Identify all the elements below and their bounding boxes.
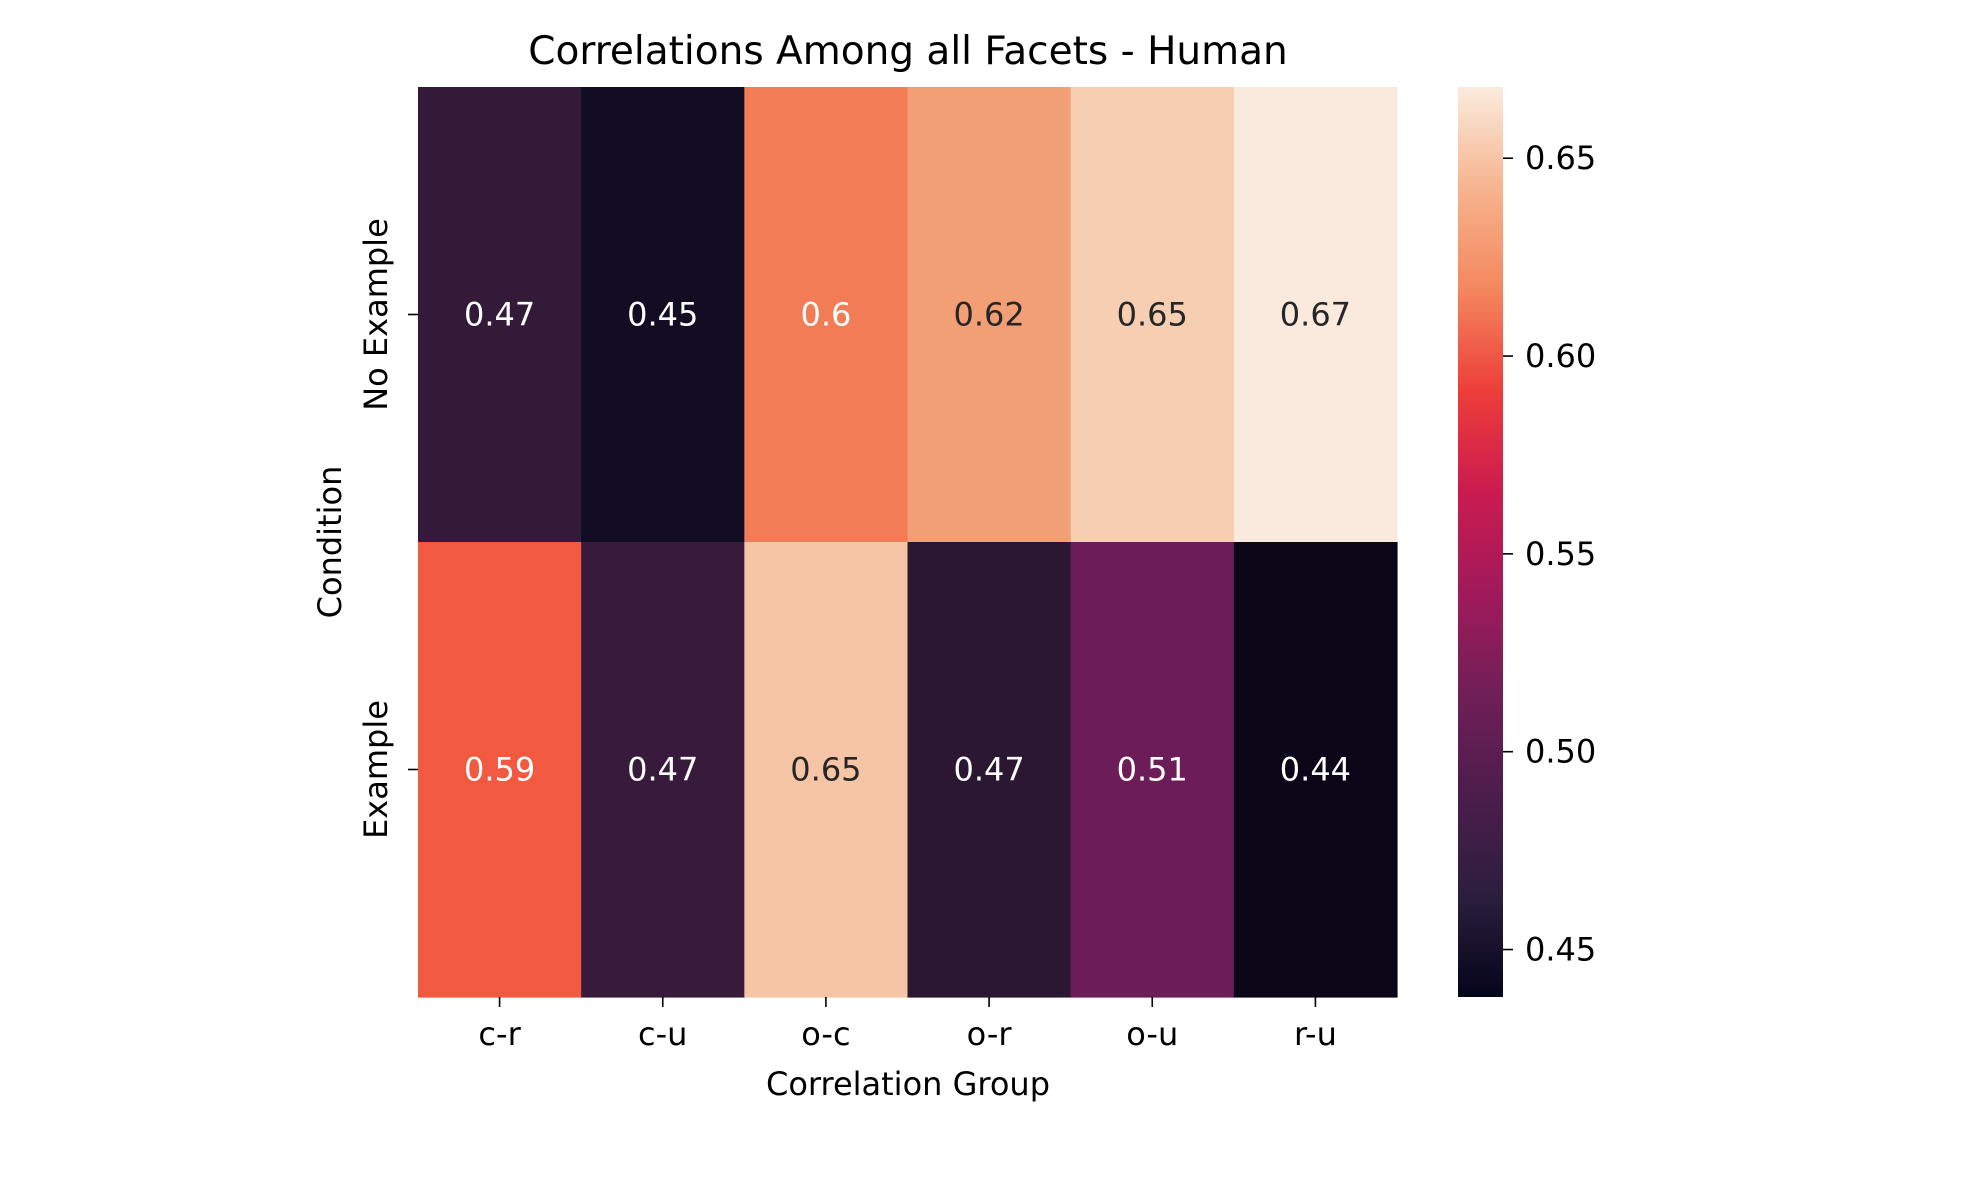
- heatmap-cell-o-u-no-example: [1070, 87, 1235, 543]
- heatmap-cell-o-u-example: [1070, 542, 1235, 998]
- cell-value-label: 0.65: [1117, 296, 1188, 334]
- x-tick-label: c-r: [478, 1015, 521, 1053]
- colorbar-tick-label: 0.55: [1525, 535, 1596, 573]
- x-tick-label: c-u: [638, 1015, 687, 1053]
- x-axis-label: Correlation Group: [766, 1065, 1050, 1103]
- heatmap-cell-r-u-no-example: [1233, 87, 1398, 543]
- cell-value-label: 0.47: [953, 751, 1024, 789]
- chart-title: Correlations Among all Facets - Human: [528, 29, 1287, 74]
- x-tick-label: o-u: [1126, 1015, 1178, 1053]
- colorbar: 0.45 0.50 0.55 0.60 0.65: [1458, 87, 1596, 997]
- cell-value-label: 0.67: [1280, 296, 1351, 334]
- heatmap-cell-r-u-example: [1233, 542, 1398, 998]
- colorbar-tick-label: 0.65: [1525, 139, 1596, 177]
- cell-value-label: 0.47: [464, 296, 535, 334]
- x-tick-label: r-u: [1294, 1015, 1337, 1053]
- x-axis: c-r c-u o-c o-r o-u r-u: [478, 997, 1337, 1053]
- heatmap-cell-labels: 0.47 0.45 0.6 0.62 0.65 0.67 0.59 0.47 0.65 0.47 0…: [464, 296, 1351, 789]
- cell-value-label: 0.65: [790, 751, 861, 789]
- cell-value-label: 0.62: [953, 296, 1024, 334]
- heatmap-cell-o-c-no-example: [744, 87, 909, 543]
- y-axis: No Example Example: [357, 218, 418, 839]
- heatmap-cells: [418, 87, 1398, 998]
- heatmap-cell-c-u-example: [581, 542, 745, 998]
- heatmap-cell-c-u-no-example: [581, 87, 745, 543]
- colorbar-tick-label: 0.60: [1525, 337, 1596, 375]
- heatmap-cell-c-r-no-example: [418, 87, 582, 543]
- cell-value-label: 0.45: [627, 296, 698, 334]
- y-tick-label: Example: [357, 700, 395, 839]
- heatmap-cell-o-r-no-example: [907, 87, 1072, 543]
- heatmap-cell-o-r-example: [907, 542, 1072, 998]
- x-tick-label: o-c: [801, 1015, 850, 1053]
- cell-value-label: 0.51: [1117, 751, 1188, 789]
- y-tick-label: No Example: [357, 218, 395, 411]
- cell-value-label: 0.6: [800, 296, 851, 334]
- heatmap-cell-c-r-example: [418, 542, 582, 998]
- cell-value-label: 0.59: [464, 751, 535, 789]
- cell-value-label: 0.47: [627, 751, 698, 789]
- colorbar-gradient: [1458, 87, 1503, 997]
- y-axis-label: Condition: [311, 466, 349, 619]
- colorbar-tick-label: 0.45: [1525, 931, 1596, 969]
- cell-value-label: 0.44: [1280, 751, 1351, 789]
- x-tick-label: o-r: [967, 1015, 1013, 1053]
- heatmap-cell-o-c-example: [744, 542, 909, 998]
- colorbar-tick-label: 0.50: [1525, 733, 1596, 771]
